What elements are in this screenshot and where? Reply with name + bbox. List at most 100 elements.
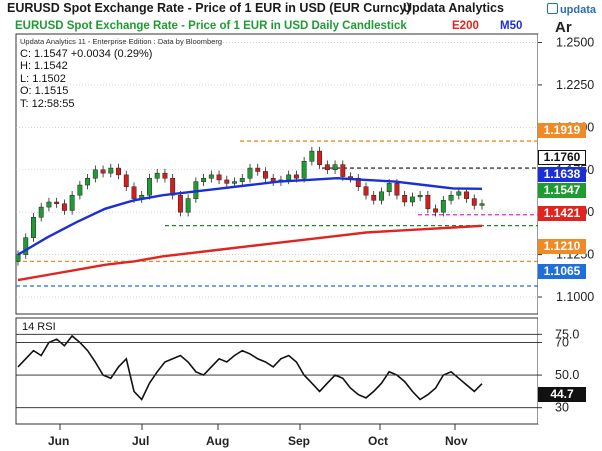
candle-body xyxy=(61,203,67,211)
candle-body xyxy=(154,172,160,179)
candle-body xyxy=(170,177,176,196)
candle-body xyxy=(471,198,477,206)
candle-body xyxy=(479,203,485,206)
candle-body xyxy=(92,169,98,179)
rsi-value-tag: 44.7 xyxy=(538,387,586,402)
y-axis-area xyxy=(538,34,602,424)
candle-body xyxy=(116,167,121,176)
low-value: L: 1.1502 xyxy=(20,72,66,85)
candle-body xyxy=(38,206,44,218)
candle-body xyxy=(216,174,222,181)
candle-body xyxy=(425,194,431,210)
tag-1-1547: 1.1547 xyxy=(538,183,586,198)
corner-label: Ar xyxy=(555,19,572,36)
chart-title: EURUSD Spot Exchange Rate - Price of 1 E… xyxy=(7,1,411,15)
y-tick-label: 1.1000 xyxy=(556,290,594,304)
rsi-line xyxy=(17,334,483,401)
candle-body xyxy=(386,183,392,193)
candle-body xyxy=(69,194,75,211)
title-bar: EURUSD Spot Exchange Rate - Price of 1 E… xyxy=(0,0,602,19)
chart-subtitle: EURUSD Spot Exchange Rate - Price of 1 E… xyxy=(15,20,407,32)
candle-body xyxy=(332,164,338,171)
candle-body xyxy=(255,167,261,172)
tag-1-1760: 1.1760 xyxy=(538,150,586,165)
candle-body xyxy=(324,164,330,171)
month-jul: Jul xyxy=(132,434,150,448)
logo-text: updata xyxy=(559,4,596,16)
candle-body xyxy=(54,201,60,204)
time-value: T: 12:58:55 xyxy=(20,97,75,110)
candle-body xyxy=(108,167,114,174)
candle-body xyxy=(208,174,214,179)
candle-body xyxy=(286,174,292,181)
candle-body xyxy=(301,161,307,179)
rsi-tick-label: 50.0 xyxy=(555,368,579,382)
tag-1-1065: 1.1065 xyxy=(538,264,586,279)
candle-body xyxy=(317,150,323,165)
moving-averages xyxy=(17,176,483,282)
month-sep: Sep xyxy=(288,434,311,448)
candle-body xyxy=(293,174,299,179)
tag-1-1210: 1.1210 xyxy=(538,239,586,254)
candle-body xyxy=(177,194,183,213)
y-tick-label: 1.2250 xyxy=(556,78,594,92)
candle-body xyxy=(131,186,137,199)
candle-body xyxy=(201,177,207,182)
candle-body xyxy=(440,200,446,213)
candle-body xyxy=(162,172,168,179)
legend-e200: E200 xyxy=(452,20,479,32)
candle-body xyxy=(23,237,29,255)
candle-body xyxy=(232,181,237,184)
rsi-tick-label: 30 xyxy=(555,401,569,415)
month-nov: Nov xyxy=(445,434,468,448)
candle-body xyxy=(85,177,91,186)
candle-body xyxy=(247,167,253,179)
candle-body xyxy=(409,196,415,203)
candle-body xyxy=(355,177,361,187)
candle-body xyxy=(123,174,129,187)
candle-body xyxy=(448,194,454,201)
month-jun: Jun xyxy=(48,434,70,448)
tag-1-1638: 1.1638 xyxy=(538,167,586,182)
m50-line xyxy=(17,176,483,256)
rsi-tick-label: 70 xyxy=(555,335,569,349)
legend-m50: M50 xyxy=(500,20,523,32)
candle-body xyxy=(433,208,439,213)
candle-body xyxy=(464,191,469,199)
candle-body xyxy=(309,150,315,162)
candle-body xyxy=(417,194,423,198)
high-value: H: 1.1542 xyxy=(20,60,68,73)
month-oct: Oct xyxy=(368,434,389,448)
e200-line xyxy=(17,224,483,282)
updata-logo: updata xyxy=(546,3,596,16)
rsi-panel xyxy=(15,317,539,425)
candle-body xyxy=(394,183,400,196)
rsi-tick-label: 75.0 xyxy=(555,327,579,341)
rsi-polyline xyxy=(17,334,483,401)
candle-body xyxy=(147,177,152,196)
candle-body xyxy=(185,198,191,213)
candle-body xyxy=(363,186,369,196)
rsi-label: 14 RSI xyxy=(22,321,56,333)
candle-body xyxy=(263,171,268,179)
updata-logo-icon xyxy=(546,3,558,14)
candle-body xyxy=(371,194,377,201)
close-value: C: 1.1547 +0.0034 (0.29%) xyxy=(20,48,153,60)
tag-1-1421: 1.1421 xyxy=(538,206,586,221)
x-axis-area xyxy=(16,426,602,451)
ohlc-info: Updata Analytics 11 - Enterprise Edition… xyxy=(20,35,222,110)
edition-text: Updata Analytics 11 - Enterprise Edition… xyxy=(20,37,223,46)
candle-body xyxy=(31,217,36,238)
open-value: O: 1.1515 xyxy=(20,85,69,98)
candle-body xyxy=(46,201,52,208)
tag-1-1919: 1.1919 xyxy=(538,123,586,138)
x-axis-ticks xyxy=(59,424,456,430)
candle-body xyxy=(15,254,21,262)
month-aug: Aug xyxy=(206,434,230,448)
candle-body xyxy=(100,169,106,174)
candle-body xyxy=(239,177,245,182)
candle-body xyxy=(379,191,384,201)
candle-body xyxy=(402,194,408,203)
subtitle-bar: EURUSD Spot Exchange Rate - Price of 1 E… xyxy=(0,19,602,36)
